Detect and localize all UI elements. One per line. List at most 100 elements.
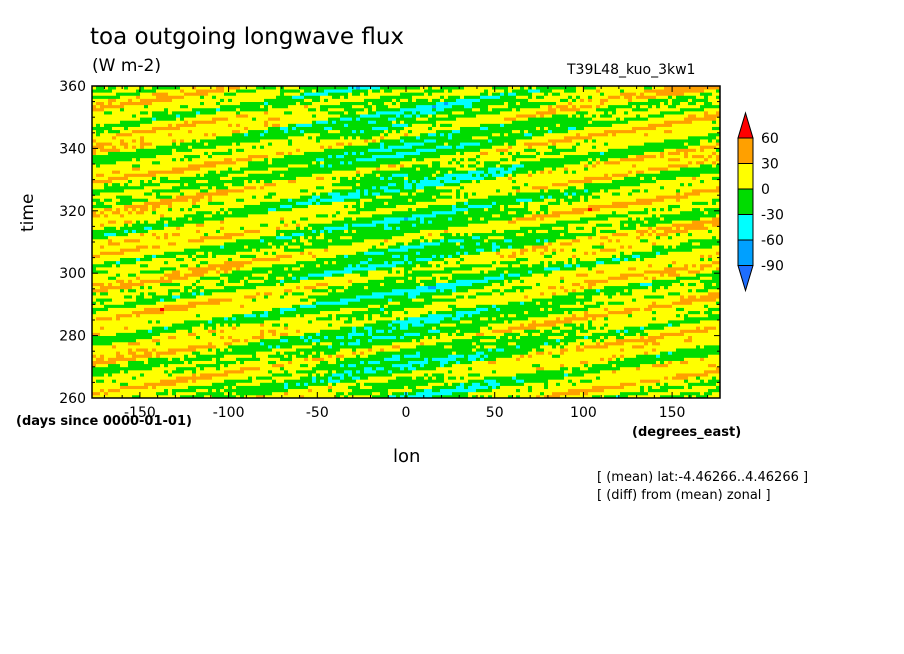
heatmap-cell [176,114,181,118]
heatmap-cell [544,92,549,96]
heatmap-cell [536,351,545,355]
heatmap-cell [384,101,393,106]
heatmap-cell [284,279,301,283]
heatmap-cell [660,110,685,115]
heatmap-cell [520,101,557,106]
heatmap-cell [424,139,437,143]
heatmap-cell [472,382,481,386]
heatmap-cell [428,260,445,265]
heatmap-cell [600,160,605,165]
heatmap-cell [420,351,453,355]
heatmap-cell [376,329,385,333]
heatmap-cell [168,363,197,368]
heatmap-cell [304,291,329,296]
heatmap-cell [400,98,409,102]
heatmap-cell [300,304,317,308]
heatmap-cell [272,179,289,184]
heatmap-cell [564,89,577,93]
heatmap-cell [140,270,165,274]
heatmap-cell [632,245,653,249]
heatmap-cell [672,226,677,230]
heatmap-cell [512,354,521,358]
heatmap-cell [560,201,569,205]
heatmap-cell [244,276,249,280]
heatmap-cell [564,332,569,336]
heatmap-cell [352,376,361,380]
heatmap-cell [156,129,189,134]
heatmap-cell [588,320,593,324]
heatmap-cell [632,313,677,318]
heatmap-cell [676,148,697,152]
heatmap-cell [572,170,577,174]
heatmap-cell [312,98,321,102]
heatmap-cell [192,201,197,205]
heatmap-cell [180,295,197,299]
heatmap-cell [244,170,273,174]
heatmap-cell [396,129,401,134]
heatmap-cell [668,291,681,296]
heatmap-cell [136,313,141,318]
heatmap-cell [636,223,641,227]
heatmap-cell [428,285,437,290]
heatmap-cell [224,220,281,224]
heatmap-cell [480,235,489,240]
heatmap-cell [360,263,369,268]
heatmap-cell [236,157,253,162]
heatmap-cell [708,157,717,162]
heatmap-cell [92,204,113,209]
heatmap-cell [436,170,441,174]
heatmap-cell [676,373,709,377]
heatmap-cell [332,195,361,199]
heatmap-cell [432,326,437,330]
heatmap-cell [456,260,461,265]
heatmap-cell [688,229,709,234]
y-tick-label: 300 [59,266,86,282]
heatmap-cell [276,251,301,255]
heatmap-cell [280,357,293,361]
heatmap-cell [456,192,461,196]
heatmap-cell [316,176,325,180]
heatmap-cell [508,313,517,318]
heatmap-cell [272,142,289,146]
heatmap-cell [688,182,693,187]
heatmap-cell [404,366,409,371]
heatmap-cell [560,304,585,308]
heatmap-cell [112,89,137,93]
heatmap-cell [120,142,129,146]
heatmap-cell [432,357,457,361]
heatmap-cell [452,351,457,355]
heatmap-cell [492,173,505,177]
heatmap-cell [284,326,289,330]
heatmap-cell [336,313,365,318]
heatmap-cell [552,295,577,299]
heatmap-cell [376,107,401,112]
heatmap-cell [204,251,209,255]
heatmap-cell [452,123,481,127]
heatmap-cell [276,332,281,336]
heatmap-cell [392,391,405,396]
heatmap-cell [452,135,473,140]
heatmap-cell [260,235,277,240]
heatmap-cell [476,179,481,184]
heatmap-cell [436,198,469,202]
heatmap-cell [216,254,241,258]
heatmap-cell [340,176,349,180]
heatmap-cell [348,176,353,180]
heatmap-cell [672,263,685,268]
heatmap-cell [684,192,701,196]
heatmap-cell [508,326,537,330]
heatmap-cell [708,379,721,383]
heatmap-cell [628,204,669,209]
heatmap-cell [428,126,433,131]
heatmap-cell [156,210,197,215]
heatmap-cell [172,201,193,205]
heatmap-cell [240,338,245,343]
heatmap-cell [140,157,173,162]
heatmap-cell [92,132,97,137]
heatmap-cell [392,313,421,318]
heatmap-cell [452,273,501,277]
heatmap-cell [512,217,517,221]
heatmap-cell [124,229,129,234]
heatmap-cell [448,101,473,106]
heatmap-cell [300,86,349,90]
